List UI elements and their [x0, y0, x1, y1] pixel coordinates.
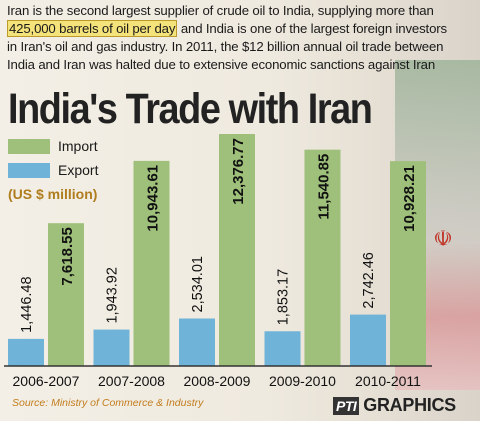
credit: PTI GRAPHICS: [333, 395, 456, 416]
bar-import-2007-2008: [133, 160, 170, 366]
bar-export-2009-2010: [264, 331, 301, 366]
intro-line-4: India and Iran was halted due to extensi…: [7, 57, 436, 72]
bar-import-2008-2009: [219, 134, 255, 366]
intro-line-3: in Iran's oil and gas industry. In 2011,…: [7, 39, 444, 54]
legend-item-export: Export: [8, 161, 98, 179]
data-label-export-2010-2011: 2,742.46: [361, 252, 377, 308]
bar-import-2009-2010: [304, 149, 341, 366]
data-label-import-2007-2008: 10,943.61: [145, 165, 162, 232]
data-label-import-2006-2007: 7,618.55: [59, 227, 76, 285]
intro-highlight: 425,000 barrels of oil per day: [7, 20, 178, 37]
chart-title: India's Trade with Iran: [8, 85, 373, 133]
units-label: (US $ million): [8, 186, 98, 202]
iran-emblem-icon: ☫: [433, 227, 453, 252]
intro-line-1: Iran is the second largest supplier of c…: [7, 3, 434, 18]
legend-swatch-export: [8, 162, 50, 178]
intro-text: Iran is the second largest supplier of c…: [7, 2, 477, 74]
x-tick-label-2010-2011: 2010-2011: [355, 373, 421, 389]
x-tick-label-2007-2008: 2007-2008: [98, 373, 165, 389]
data-label-export-2006-2007: 1,446.48: [19, 276, 35, 332]
legend-item-import: Import: [8, 137, 98, 155]
data-label-export-2009-2010: 1,853.17: [276, 269, 292, 325]
data-label-import-2010-2011: 10,928.21: [401, 165, 418, 232]
data-label-export-2007-2008: 1,943.92: [105, 267, 121, 323]
legend-swatch-import: [8, 138, 50, 154]
x-tick-label-2006-2007: 2006-2007: [13, 373, 80, 389]
bar-import-2010-2011: [390, 161, 426, 366]
x-tick-label-2008-2009: 2008-2009: [184, 373, 251, 389]
bar-export-2007-2008: [93, 329, 130, 366]
x-tick-label-2009-2010: 2009-2010: [269, 373, 336, 389]
legend-label-export: Export: [58, 162, 99, 178]
bar-export-2006-2007: [8, 338, 44, 366]
data-label-export-2008-2009: 2,534.01: [190, 256, 206, 312]
bar-import-2006-2007: [48, 223, 84, 366]
data-label-import-2008-2009: 12,376.77: [230, 138, 247, 205]
legend-label-import: Import: [58, 138, 98, 154]
bar-export-2008-2009: [179, 318, 215, 366]
pti-logo: PTI: [333, 396, 360, 415]
source-note: Source: Ministry of Commerce & Industry: [12, 397, 204, 409]
bar-export-2010-2011: [350, 314, 386, 366]
data-label-import-2009-2010: 11,540.85: [316, 154, 333, 220]
intro-line-2: and India is one of the largest foreign …: [177, 21, 447, 36]
credit-text: GRAPHICS: [363, 395, 456, 415]
